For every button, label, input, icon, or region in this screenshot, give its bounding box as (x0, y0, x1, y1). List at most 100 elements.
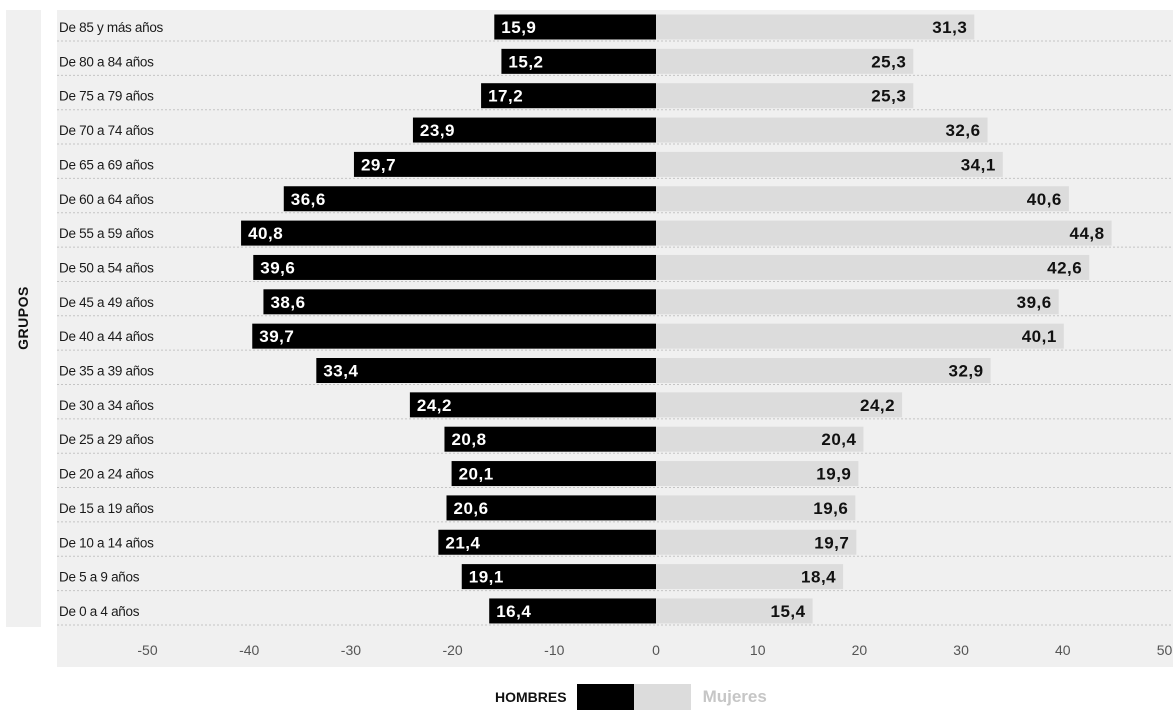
bar-mujeres (656, 289, 1059, 315)
bar-mujeres (656, 392, 903, 418)
value-label-hombres: 20,6 (453, 499, 488, 518)
value-label-hombres: 33,4 (323, 362, 358, 381)
bar-mujeres (656, 323, 1064, 349)
value-label-mujeres: 34,1 (961, 155, 996, 174)
category-label: De 5 a 9 años (59, 570, 140, 585)
legend-label-mujeres: Mujeres (702, 687, 767, 706)
category-label: De 25 a 29 años (59, 432, 154, 447)
value-label-mujeres: 32,6 (945, 121, 980, 140)
value-label-mujeres: 31,3 (932, 18, 967, 37)
value-label-hombres: 17,2 (488, 87, 523, 106)
category-label: De 55 a 59 años (59, 226, 154, 241)
value-label-hombres: 29,7 (361, 155, 396, 174)
value-label-hombres: 36,6 (291, 190, 326, 209)
bar-hombres (444, 426, 656, 452)
x-tick-label: 20 (852, 642, 868, 658)
value-label-mujeres: 42,6 (1047, 258, 1082, 277)
bar-hombres (461, 564, 656, 590)
x-tick-label: -10 (544, 642, 564, 658)
bar-mujeres (656, 598, 813, 624)
bar-mujeres (656, 495, 856, 521)
value-label-hombres: 21,4 (445, 533, 480, 552)
value-label-hombres: 39,6 (260, 258, 295, 277)
category-label: De 85 y más años (59, 20, 164, 35)
bar-hombres (252, 323, 656, 349)
value-label-hombres: 24,2 (417, 396, 452, 415)
bar-mujeres (656, 358, 991, 383)
bar-mujeres (656, 48, 914, 74)
category-label: De 20 a 24 años (59, 467, 154, 482)
pyramid-chart: De 85 y más años 15,9 31,3 De 80 a 84 años 1… (57, 14, 1173, 658)
value-label-hombres: 23,9 (420, 121, 455, 140)
value-label-hombres: 15,9 (501, 18, 536, 37)
value-label-mujeres: 20,4 (821, 430, 856, 449)
x-tick-label: -50 (137, 642, 157, 658)
category-label: De 70 a 74 años (59, 123, 154, 138)
value-label-hombres: 15,2 (508, 52, 543, 71)
value-label-mujeres: 25,3 (871, 52, 906, 71)
bar-mujeres (656, 83, 914, 109)
bar-mujeres (656, 254, 1090, 280)
category-label: De 50 a 54 años (59, 260, 154, 275)
bar-hombres (501, 48, 656, 74)
x-tick-label: 0 (652, 642, 660, 658)
value-label-hombres: 19,1 (469, 568, 504, 587)
value-label-hombres: 20,8 (451, 430, 486, 449)
bar-hombres (283, 186, 656, 212)
bar-mujeres (656, 14, 975, 40)
x-tick-label: 30 (953, 642, 969, 658)
x-tick-label: -40 (239, 642, 259, 658)
category-label: De 0 a 4 años (59, 604, 140, 619)
x-axis-panel (57, 627, 1173, 667)
bar-mujeres (656, 117, 988, 143)
bar-mujeres (656, 426, 864, 452)
bar-mujeres (656, 564, 844, 590)
legend-swatch-mujeres (633, 684, 691, 710)
x-tick-label: -20 (442, 642, 462, 658)
value-label-mujeres: 18,4 (801, 568, 836, 587)
value-label-hombres: 16,4 (496, 602, 531, 621)
value-label-mujeres: 40,6 (1027, 190, 1062, 209)
bar-hombres (481, 83, 656, 109)
bar-hombres (446, 495, 656, 521)
x-tick-label: 40 (1055, 642, 1071, 658)
bar-mujeres (656, 220, 1112, 246)
category-label: De 40 a 44 años (59, 329, 154, 344)
bar-hombres (409, 392, 656, 418)
x-tick-label: -30 (341, 642, 361, 658)
value-label-mujeres: 19,9 (816, 465, 851, 484)
value-label-mujeres: 32,9 (948, 362, 983, 381)
bar-hombres (438, 529, 656, 555)
x-tick-label: 10 (750, 642, 766, 658)
value-label-hombres: 20,1 (459, 465, 494, 484)
bar-hombres (253, 254, 656, 280)
legend-label-hombres: HOMBRES (495, 689, 567, 705)
bar-mujeres (656, 186, 1069, 212)
axis-title-strip (6, 10, 41, 627)
value-label-hombres: 40,8 (248, 224, 283, 243)
bar-hombres (263, 289, 656, 315)
bar-hombres (494, 14, 656, 40)
legend: HOMBRES Mujeres (495, 684, 767, 710)
category-label: De 75 a 79 años (59, 89, 154, 104)
category-label: De 30 a 34 años (59, 398, 154, 413)
category-label: De 60 a 64 años (59, 192, 154, 207)
bar-hombres (489, 598, 656, 624)
value-label-hombres: 38,6 (270, 293, 305, 312)
bar-hombres (316, 358, 656, 383)
category-label: De 10 a 14 años (59, 535, 154, 550)
bar-hombres (451, 461, 656, 487)
bar-hombres (353, 151, 656, 177)
value-label-hombres: 39,7 (259, 327, 294, 346)
bar-hombres (412, 117, 656, 143)
value-label-mujeres: 19,6 (813, 499, 848, 518)
category-label: De 65 a 69 años (59, 157, 154, 172)
bar-mujeres (656, 151, 1003, 177)
category-label: De 45 a 49 años (59, 295, 154, 310)
bar-mujeres (656, 529, 857, 555)
value-label-mujeres: 44,8 (1070, 224, 1105, 243)
x-tick-label: 50 (1157, 642, 1173, 658)
bar-mujeres (656, 461, 859, 487)
bar-hombres (241, 220, 656, 246)
